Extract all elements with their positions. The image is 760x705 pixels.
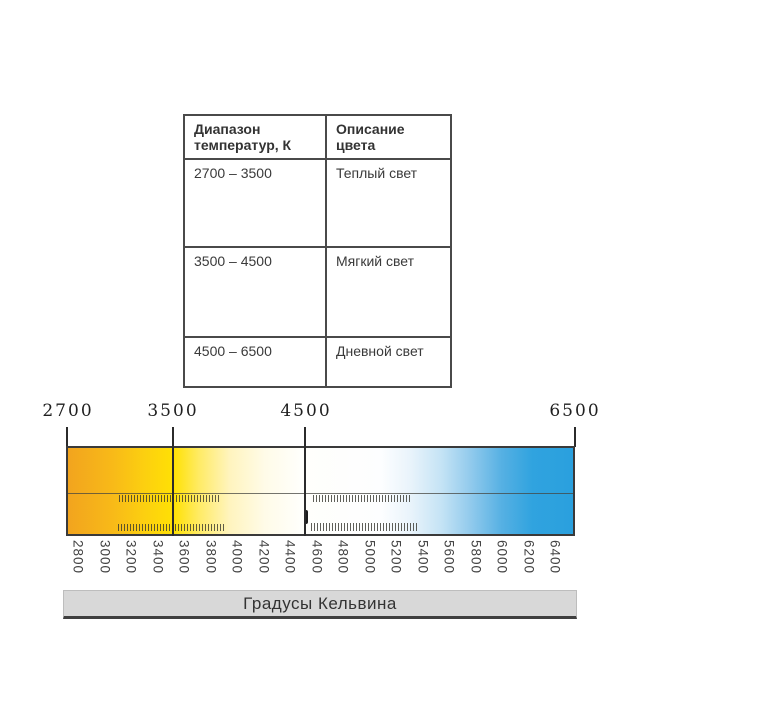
tick-label: 3800: [203, 540, 219, 575]
tick-label: 4800: [335, 540, 351, 575]
axis-title: Градусы Кельвина: [243, 593, 397, 613]
marker-line-3500: [172, 427, 174, 536]
tick-label: 5400: [415, 540, 431, 575]
header-cell-description: Описание цвета: [325, 114, 452, 160]
scale-label-3500: 3500: [147, 401, 199, 421]
scale-label-4500: 4500: [280, 401, 332, 421]
color-temperature-gradient-bar: [66, 446, 575, 536]
table-row: 4500 – 6500 Дневной свет: [183, 336, 452, 388]
tick-label: 3400: [150, 540, 166, 575]
marker-line-6500: [574, 427, 576, 447]
table-header-row: Диапазон температур, К Описание цвета: [183, 114, 452, 160]
ruler-ticks: [118, 524, 225, 531]
marker-line-2700: [66, 427, 68, 447]
description-cell: Теплый свет: [325, 158, 452, 248]
ruler-ticks: [313, 495, 412, 502]
marker-line-4500: [304, 427, 306, 536]
range-cell: 4500 – 6500: [183, 336, 327, 388]
ruler-ticks: [311, 523, 417, 531]
tick-label: 5600: [441, 540, 457, 575]
tick-label: 2800: [70, 540, 86, 575]
tick-label: 4400: [282, 540, 298, 575]
tick-label: 6400: [547, 540, 563, 575]
description-cell: Мягкий свет: [325, 246, 452, 338]
tick-label: 5200: [388, 540, 404, 575]
tick-label: 5000: [362, 540, 378, 575]
range-cell: 3500 – 4500: [183, 246, 327, 338]
ink-mark: [304, 510, 308, 524]
table-row: 3500 – 4500 Мягкий свет: [183, 246, 452, 338]
description-cell: Дневной свет: [325, 336, 452, 388]
tick-label: 3000: [97, 540, 113, 575]
temperature-table: Диапазон температур, К Описание цвета 27…: [183, 114, 452, 388]
scale-label-6500: 6500: [549, 401, 601, 421]
scale-label-2700: 2700: [42, 401, 94, 421]
table-row: 2700 – 3500 Теплый свет: [183, 158, 452, 248]
tick-label: 4200: [256, 540, 272, 575]
tick-label: 3600: [176, 540, 192, 575]
tick-label: 3200: [123, 540, 139, 575]
tick-label: 5800: [468, 540, 484, 575]
tick-label: 4000: [229, 540, 245, 575]
tick-label: 6000: [494, 540, 510, 575]
tick-label: 4600: [309, 540, 325, 575]
gradient-middle-line: [68, 493, 573, 494]
kelvin-axis-bar: Градусы Кельвина: [63, 590, 577, 619]
header-cell-range: Диапазон температур, К: [183, 114, 327, 160]
tick-label: 6200: [521, 540, 537, 575]
ruler-ticks: [119, 495, 220, 502]
range-cell: 2700 – 3500: [183, 158, 327, 248]
